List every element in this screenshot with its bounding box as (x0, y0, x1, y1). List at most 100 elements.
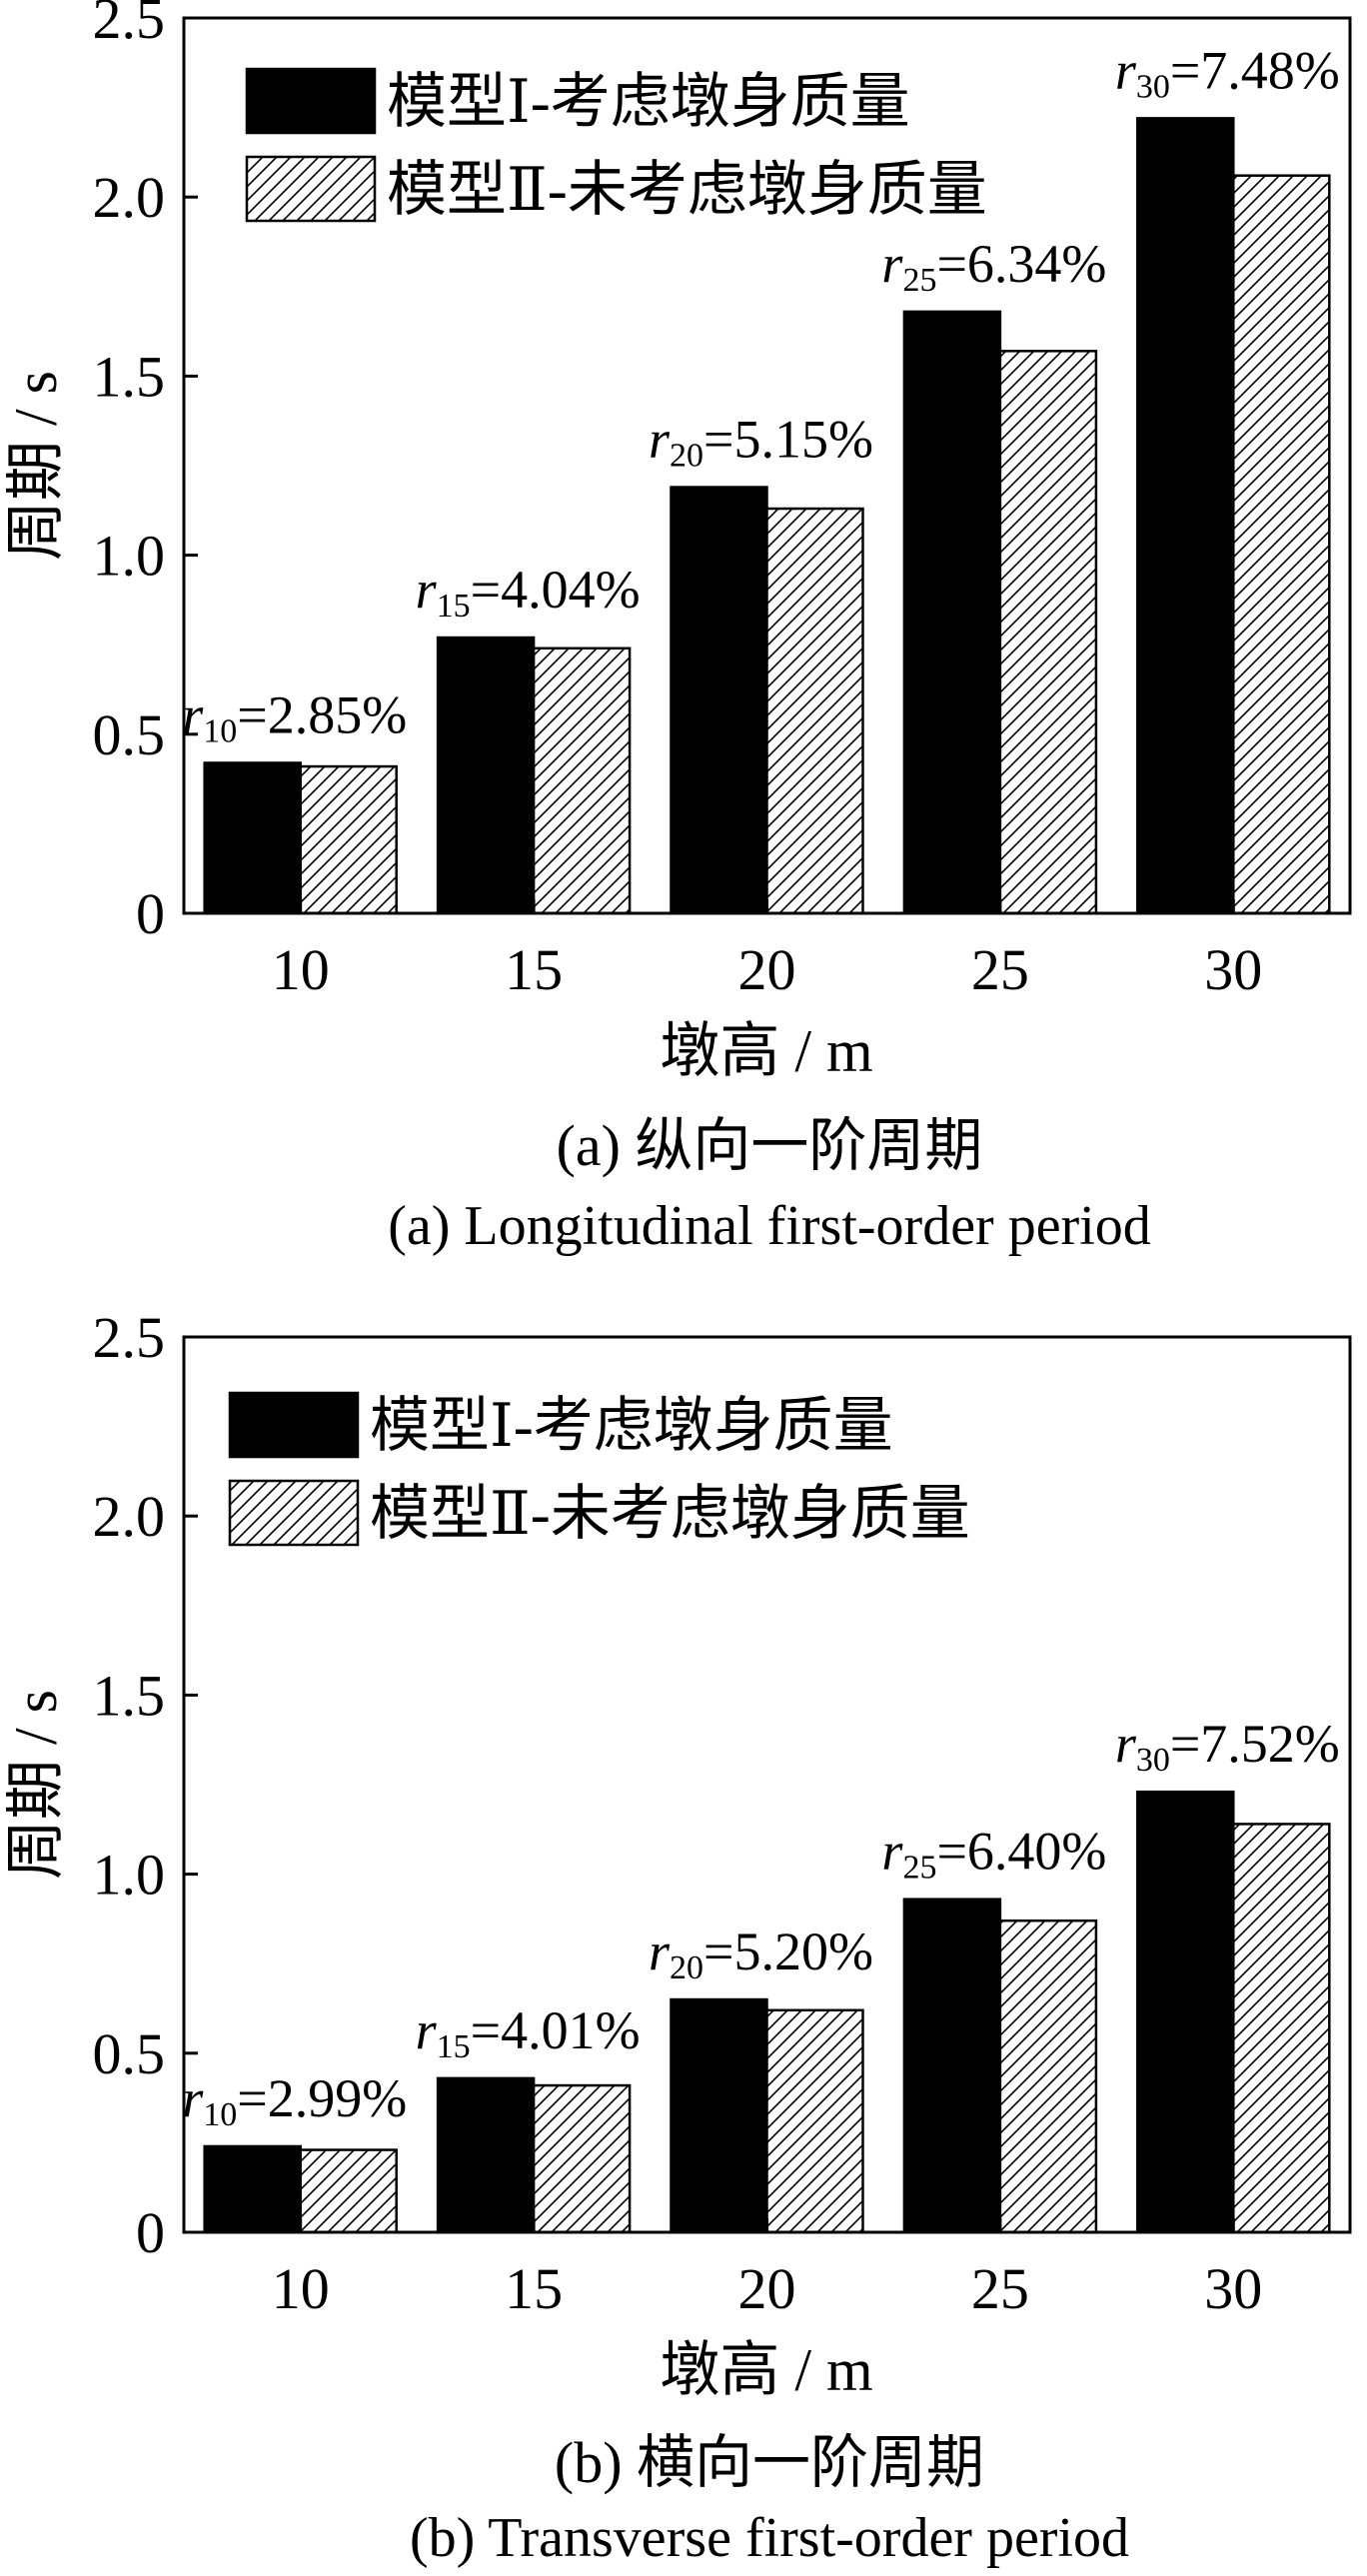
ratio-symbol: r (1115, 40, 1137, 100)
y-tick-label: 1.5 (93, 344, 166, 409)
bar-model-1-15 (436, 636, 536, 915)
x-axis-title: 墩高 / m (660, 1018, 872, 1084)
bar-model-2-30 (1232, 1823, 1331, 2234)
chart-a-marks: 00.51.01.52.02.510r10=2.85%15r15=4.04%20… (93, 0, 1352, 1002)
ratio-symbol: r (1115, 1714, 1137, 1774)
x-tick-label: 15 (505, 937, 563, 1002)
ratio-value: =6.40% (936, 1822, 1106, 1882)
ratio-annotation: r30=7.52% (1115, 1714, 1340, 1779)
x-axis-title: 墩高 / m (660, 2337, 872, 2403)
ratio-annotation: r30=7.48% (1115, 40, 1340, 105)
x-tick-label: 20 (738, 937, 796, 1002)
ratio-annotation: r25=6.40% (881, 1822, 1106, 1887)
bar-model-1-20 (670, 1997, 768, 2234)
y-tick-label: 0 (136, 2200, 165, 2265)
ratio-value: =4.04% (471, 560, 641, 620)
chart-b-marks: 00.51.01.52.02.510r10=2.99%15r15=4.01%20… (93, 1305, 1352, 2321)
ratio-value: =6.34% (936, 234, 1106, 294)
legend-swatch-model-2 (245, 155, 377, 223)
bar-model-1-10 (203, 761, 302, 915)
y-tick-label: 2.5 (93, 0, 166, 51)
bar-model-1-30 (1136, 1790, 1235, 2234)
y-tick-label: 2.0 (93, 1484, 166, 1549)
bar-model-2-15 (532, 2083, 632, 2234)
y-axis-title: 周期 / s (3, 371, 69, 561)
chart-a: 00.51.01.52.02.510r10=2.85%15r15=4.04%20… (3, 0, 1352, 1257)
x-tick-label: 10 (272, 937, 330, 1002)
ratio-annotation: r10=2.85% (182, 684, 407, 749)
ratio-symbol: r (649, 410, 671, 470)
ratio-annotation: r25=6.34% (881, 234, 1106, 299)
ratio-annotation: r15=4.01% (416, 2000, 641, 2065)
y-tick-label: 1.0 (93, 524, 166, 589)
ratio-value: =5.15% (703, 410, 873, 470)
bar-model-1-20 (670, 486, 768, 915)
legend-swatch-model-1 (245, 67, 377, 135)
caption-zh: (b) 横向一阶周期 (555, 2430, 984, 2495)
bar-model-2-30 (1232, 174, 1331, 915)
ratio-subscript: 30 (1136, 1742, 1170, 1779)
bar-model-1-15 (436, 2076, 536, 2234)
x-tick-label: 30 (1204, 937, 1262, 1002)
y-tick-label: 2.5 (93, 1305, 166, 1370)
ratio-subscript: 15 (437, 588, 471, 625)
bar-model-2-20 (765, 2008, 864, 2234)
x-tick-label: 25 (971, 937, 1029, 1002)
x-tick-label: 20 (738, 2256, 796, 2321)
bar-model-2-25 (998, 1919, 1098, 2234)
legend-label-model-2: 模型Ⅱ-未考虑墩身质量 (387, 157, 987, 223)
ratio-symbol: r (649, 1922, 671, 1981)
bar-model-1-10 (203, 2144, 302, 2234)
bar-model-2-10 (299, 2148, 398, 2234)
ratio-annotation: r20=5.15% (649, 410, 873, 475)
x-tick-label: 30 (1204, 2256, 1262, 2321)
ratio-value: =7.48% (1170, 40, 1340, 100)
bar-model-2-25 (998, 350, 1098, 915)
ratio-value: =7.52% (1170, 1714, 1340, 1774)
ratio-subscript: 20 (670, 1949, 703, 1986)
ratio-subscript: 30 (1136, 68, 1170, 105)
x-tick-label: 10 (272, 2256, 330, 2321)
ratio-subscript: 20 (670, 438, 703, 475)
bar-model-1-25 (902, 310, 1002, 915)
ratio-annotation: r10=2.99% (182, 2068, 407, 2133)
y-tick-label: 2.0 (93, 165, 166, 230)
ratio-subscript: 10 (203, 712, 237, 749)
caption-en: (b) Transverse first-order period (410, 2507, 1129, 2569)
ratio-annotation: r20=5.20% (649, 1922, 873, 1986)
y-tick-label: 0 (136, 881, 165, 946)
x-tick-label: 15 (505, 2256, 563, 2321)
x-tick-label: 25 (971, 2256, 1029, 2321)
legend-label-model-1: 模型Ⅰ-考虑墩身质量 (387, 69, 910, 135)
ratio-subscript: 10 (203, 2096, 237, 2133)
ratio-subscript: 15 (437, 2028, 471, 2065)
ratio-symbol: r (182, 684, 204, 744)
y-axis-title: 周期 / s (3, 1690, 69, 1880)
bar-model-2-20 (765, 507, 864, 915)
legend-label-model-1: 模型Ⅰ-考虑墩身质量 (370, 1393, 893, 1459)
legend-swatch-model-2 (228, 1479, 360, 1547)
y-tick-label: 1.0 (93, 1843, 166, 1908)
ratio-value: =5.20% (703, 1922, 873, 1981)
ratio-value: =4.01% (471, 2000, 641, 2060)
ratio-annotation: r15=4.04% (416, 560, 641, 625)
y-tick-label: 1.5 (93, 1663, 166, 1728)
ratio-symbol: r (416, 560, 438, 620)
ratio-symbol: r (881, 1822, 903, 1882)
ratio-subscript: 25 (902, 1850, 936, 1887)
legend-label-model-2: 模型Ⅱ-未考虑墩身质量 (370, 1481, 970, 1547)
ratio-symbol: r (881, 234, 903, 294)
ratio-value: =2.85% (237, 684, 407, 744)
ratio-symbol: r (416, 2000, 438, 2060)
caption-en: (a) Longitudinal first-order period (388, 1195, 1151, 1257)
chart-b: 00.51.01.52.02.510r10=2.99%15r15=4.01%20… (3, 1305, 1352, 2569)
bar-model-1-30 (1136, 117, 1235, 915)
caption-zh: (a) 纵向一阶周期 (557, 1113, 983, 1178)
bar-model-1-25 (902, 1898, 1002, 2234)
ratio-value: =2.99% (237, 2068, 407, 2128)
bar-model-2-10 (299, 764, 398, 915)
y-tick-label: 0.5 (93, 2021, 166, 2086)
y-tick-label: 0.5 (93, 702, 166, 767)
ratio-subscript: 25 (902, 262, 936, 299)
